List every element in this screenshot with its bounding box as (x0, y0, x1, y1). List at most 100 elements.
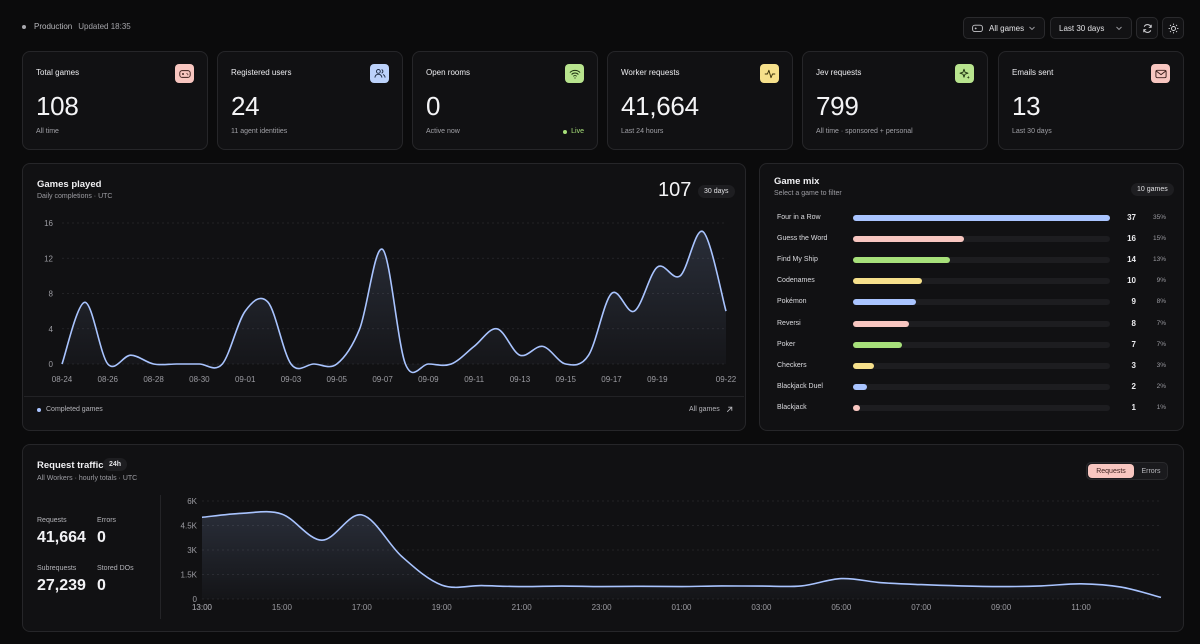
requests-tab[interactable]: Requests (1088, 464, 1134, 478)
game-mix-row[interactable]: Poker 7 7% (760, 338, 1185, 352)
environment-status: Production Updated 18:35 (22, 22, 131, 31)
bar-track (853, 320, 1110, 327)
bar-fill (853, 236, 965, 243)
bar-fill (853, 257, 951, 264)
stat-label: Subrequests (37, 565, 77, 572)
game-count: 9 (1131, 297, 1136, 307)
range-pill: 30 days (698, 185, 735, 198)
bar-track (853, 383, 1110, 390)
x-tick-label: 08-26 (98, 375, 119, 384)
sun-icon (1168, 23, 1178, 33)
stat-value: 0 (97, 529, 106, 546)
refresh-icon (1142, 23, 1152, 33)
series-line (201, 510, 1162, 599)
game-percent: 7% (1156, 340, 1166, 348)
bar-track (853, 278, 1110, 285)
kpi-card-total-games: Total games 108 All time (22, 51, 208, 150)
x-tick-label: 11:00 (1071, 603, 1091, 612)
game-name: Codenames (777, 277, 815, 285)
card-title: Request traffic (37, 460, 104, 471)
bar-fill (853, 320, 909, 327)
game-percent: 7% (1156, 319, 1166, 327)
mail-icon (1151, 64, 1170, 83)
bar-fill (853, 215, 1110, 221)
game-mix-row[interactable]: Guess the Word 16 15% (760, 232, 1185, 246)
x-tick-label: 19:00 (432, 603, 453, 612)
y-tick-label: 4.5K (181, 522, 198, 531)
game-mix-row[interactable]: Checkers 3 3% (760, 359, 1185, 373)
gamepad-icon (175, 64, 194, 83)
live-label: Live (571, 128, 584, 135)
kpi-value: 0 (426, 91, 441, 121)
x-tick-label: 08-30 (189, 375, 210, 384)
x-tick-label: 03:00 (751, 603, 772, 612)
game-mix-row[interactable]: Blackjack Duel 2 2% (760, 380, 1185, 394)
x-tick-label: 08-24 (52, 375, 73, 384)
kpi-card-emails-sent: Emails sent 13 Last 30 days (998, 51, 1184, 150)
users-icon (370, 64, 389, 83)
theme-toggle-button[interactable] (1162, 17, 1184, 39)
card-subtitle: Select a game to filter (774, 190, 842, 197)
live-indicator: Live (563, 128, 584, 135)
date-range-select[interactable]: Last 30 days (1050, 17, 1132, 39)
stat-value: 41,664 (37, 529, 86, 546)
x-tick-label: 09-03 (281, 375, 302, 384)
card-subtitle: Daily completions · UTC (37, 193, 113, 200)
x-tick-label: 09-17 (601, 375, 622, 384)
kpi-value: 41,664 (621, 91, 699, 121)
game-percent: 3% (1156, 361, 1166, 369)
all-games-link-label: All games (689, 406, 720, 413)
game-name: Four in a Row (777, 214, 821, 221)
game-percent: 9% (1156, 277, 1166, 285)
game-count: 2 (1131, 381, 1136, 391)
request-traffic-card: Request traffic 24h All Workers · hourly… (22, 444, 1184, 632)
all-games-link[interactable]: All games (689, 406, 733, 413)
game-mix-row[interactable]: Find My Ship 14 13% (760, 253, 1185, 267)
game-count: 3 (1131, 360, 1136, 370)
sparkle-icon (955, 64, 974, 83)
y-tick-label: 16 (44, 219, 53, 228)
game-name: Find My Ship (777, 256, 818, 264)
kpi-title: Worker requests (621, 68, 680, 77)
game-mix-row[interactable]: Pokémon 9 8% (760, 295, 1185, 309)
games-played-chart: 0 4 8 12 16 08-24 08-26 08-28 08-30 09-01 09-03 09-… (44, 219, 737, 384)
x-tick-label: 15:00 (272, 603, 293, 612)
x-tick-label: 09-01 (235, 375, 256, 384)
bar-fill (853, 299, 916, 306)
y-tick-label: 12 (44, 254, 53, 263)
stat-subrequests: Subrequests 27,239 (37, 565, 86, 595)
x-tick-label: 07:00 (911, 603, 932, 612)
bar-track (853, 236, 1110, 243)
game-filter-select[interactable]: All games (963, 17, 1045, 39)
kpi-title: Emails sent (1012, 68, 1054, 77)
x-tick-label: 13:00 (192, 603, 213, 612)
game-percent: 13% (1152, 256, 1166, 264)
game-mix-row[interactable]: Blackjack 1 1% (760, 401, 1185, 415)
kpi-subtext: Last 24 hours (621, 128, 664, 135)
game-mix-row[interactable]: Reversi 8 7% (760, 317, 1185, 331)
x-tick-label: 09-11 (464, 375, 484, 384)
game-count: 37 (1127, 213, 1136, 222)
kpi-card-registered-users: Registered users 24 11 agent identities (217, 51, 403, 150)
kpi-subtext: Active now (426, 128, 460, 135)
game-name: Checkers (777, 361, 807, 369)
game-mix-row[interactable]: Codenames 10 9% (760, 274, 1185, 288)
refresh-button[interactable] (1136, 17, 1158, 39)
legend-dot-icon (37, 407, 41, 412)
game-mix-row[interactable]: Four in a Row 37 35% (760, 211, 1185, 225)
date-range-value: Last 30 days (1059, 23, 1105, 33)
game-name: Pokémon (777, 298, 807, 306)
game-mix-card: Game mix Select a game to filter 10 game… (759, 163, 1184, 431)
game-count: 7 (1131, 339, 1136, 349)
gamepad-icon (972, 24, 983, 32)
game-count: 1 (1131, 402, 1136, 412)
divider (160, 495, 161, 619)
x-tick-label: 09-15 (555, 375, 576, 384)
y-tick-label: 8 (49, 290, 54, 299)
y-tick-label: 3K (187, 546, 197, 555)
y-tick-label: 1.5K (181, 571, 198, 580)
game-percent: 8% (1156, 298, 1166, 306)
errors-tab[interactable]: Errors (1141, 467, 1161, 475)
stat-stored-dos: Stored DOs 0 (97, 565, 134, 595)
arrow-up-right-icon (726, 406, 732, 413)
